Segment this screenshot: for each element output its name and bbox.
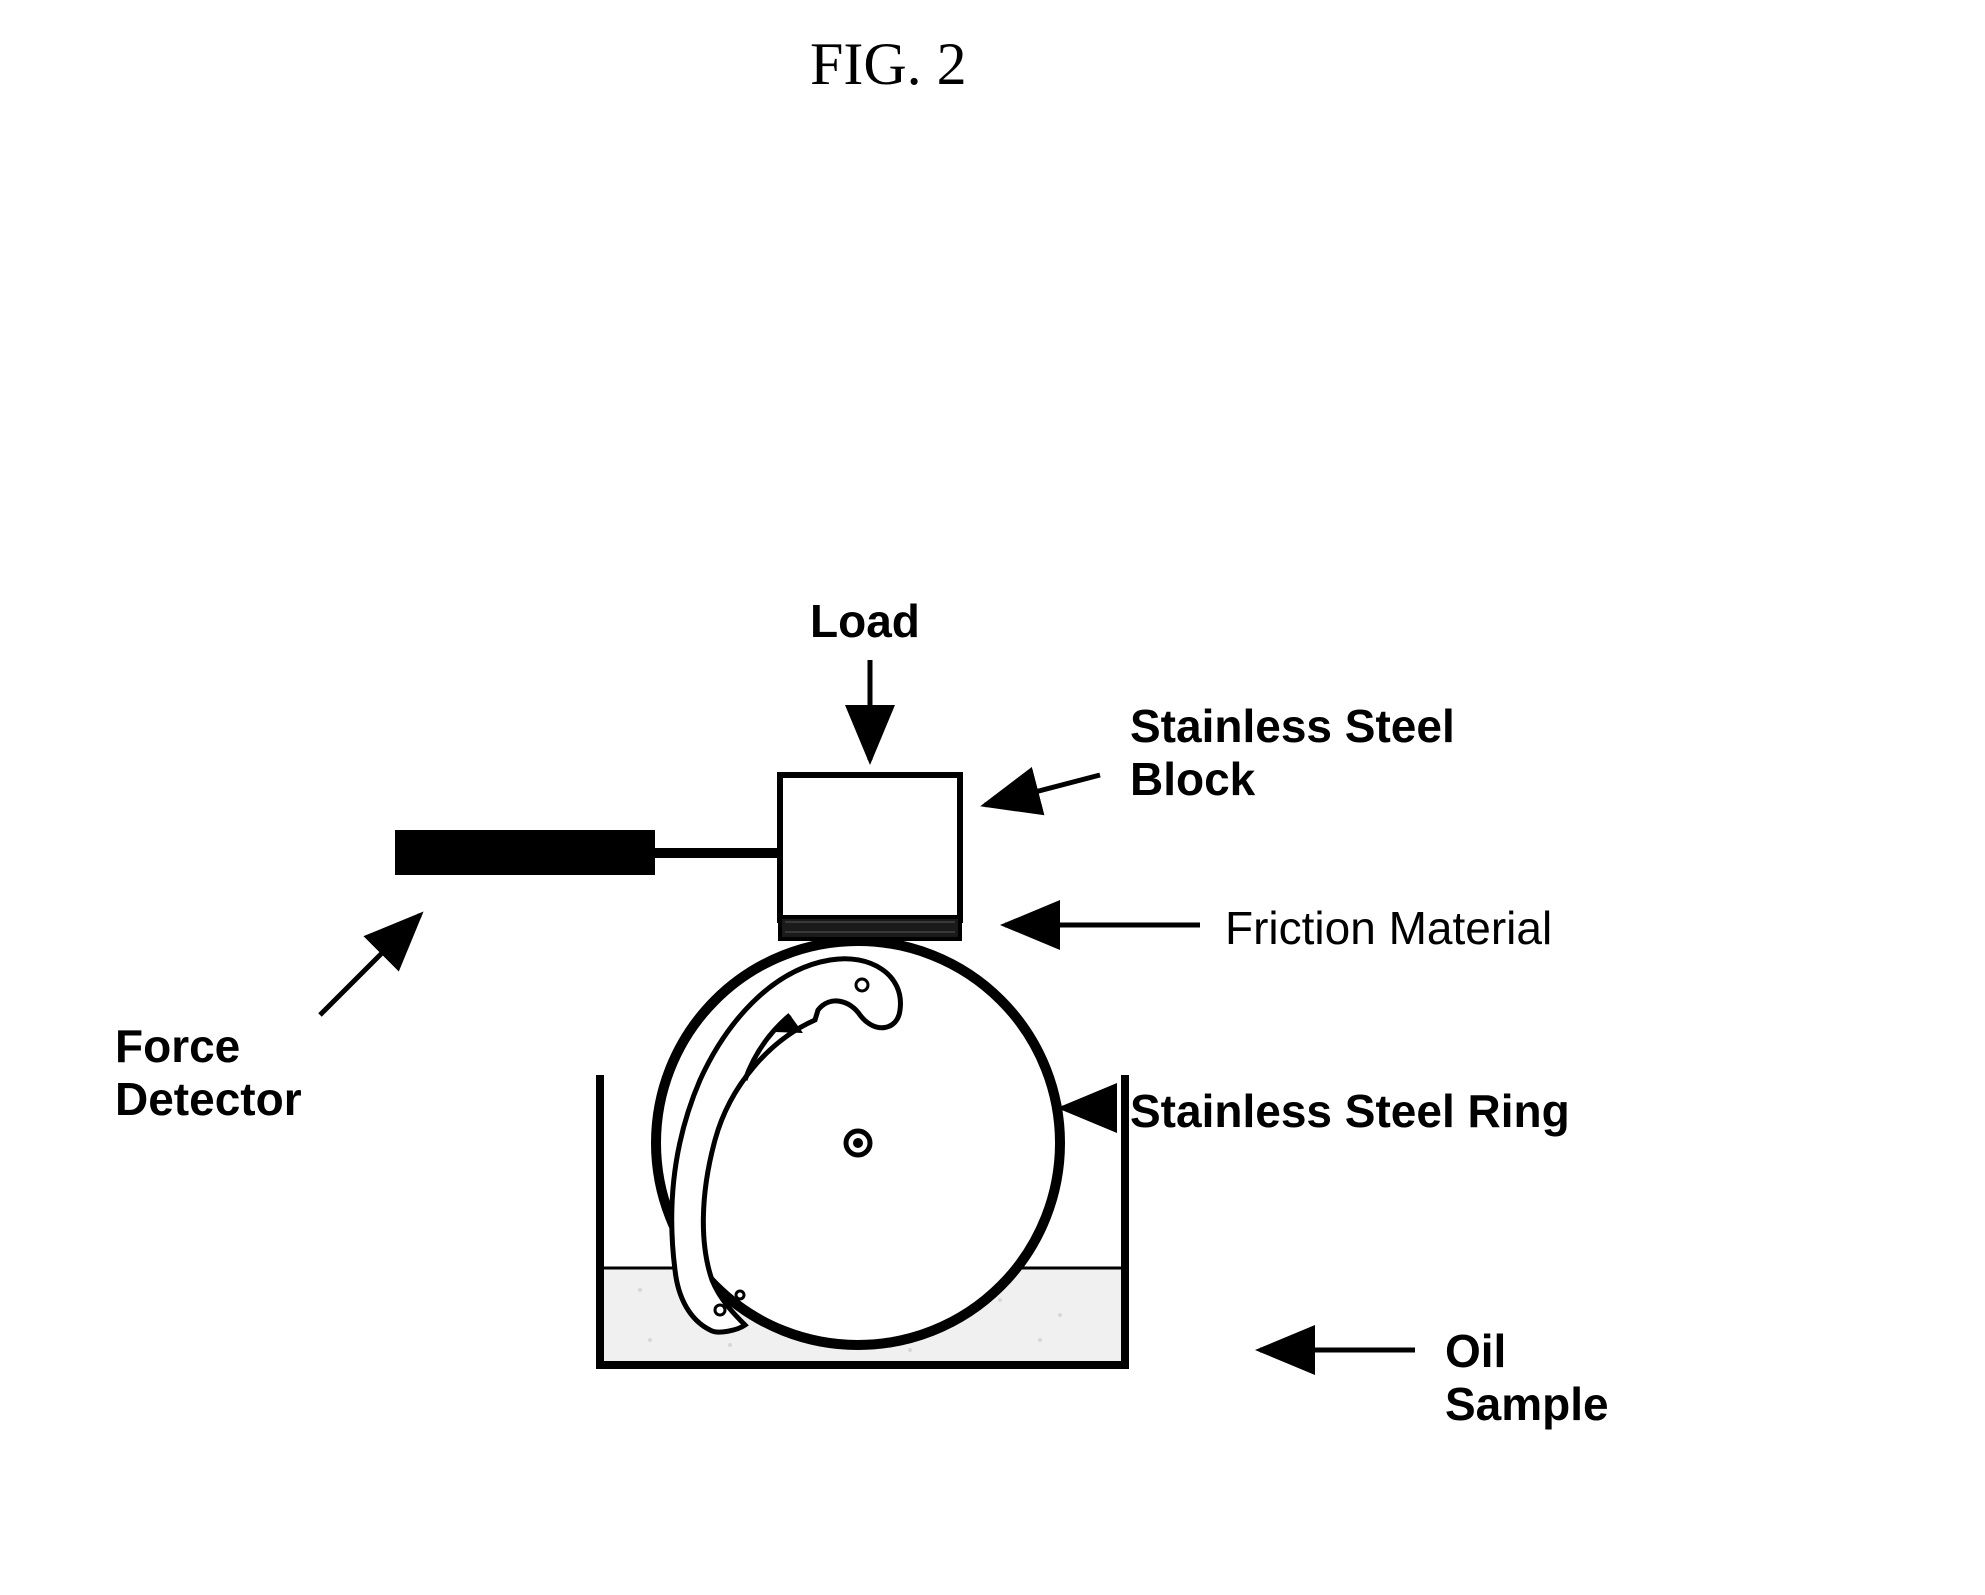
block-label: Stainless Steel Block bbox=[1130, 700, 1455, 806]
force-label: Force Detector bbox=[115, 1020, 302, 1126]
stainless-steel-block bbox=[780, 775, 960, 939]
friction-label: Friction Material bbox=[1225, 902, 1552, 955]
stainless-steel-ring bbox=[656, 941, 1060, 1345]
friction-material-strip bbox=[780, 917, 960, 939]
force-detector bbox=[395, 830, 780, 875]
oil-label: Oil Sample bbox=[1445, 1325, 1609, 1431]
force-arrow bbox=[320, 915, 420, 1015]
diagram-svg bbox=[0, 0, 1985, 1595]
block-arrow bbox=[985, 775, 1100, 805]
ring-label: Stainless Steel Ring bbox=[1130, 1085, 1570, 1138]
load-label: Load bbox=[810, 595, 920, 648]
